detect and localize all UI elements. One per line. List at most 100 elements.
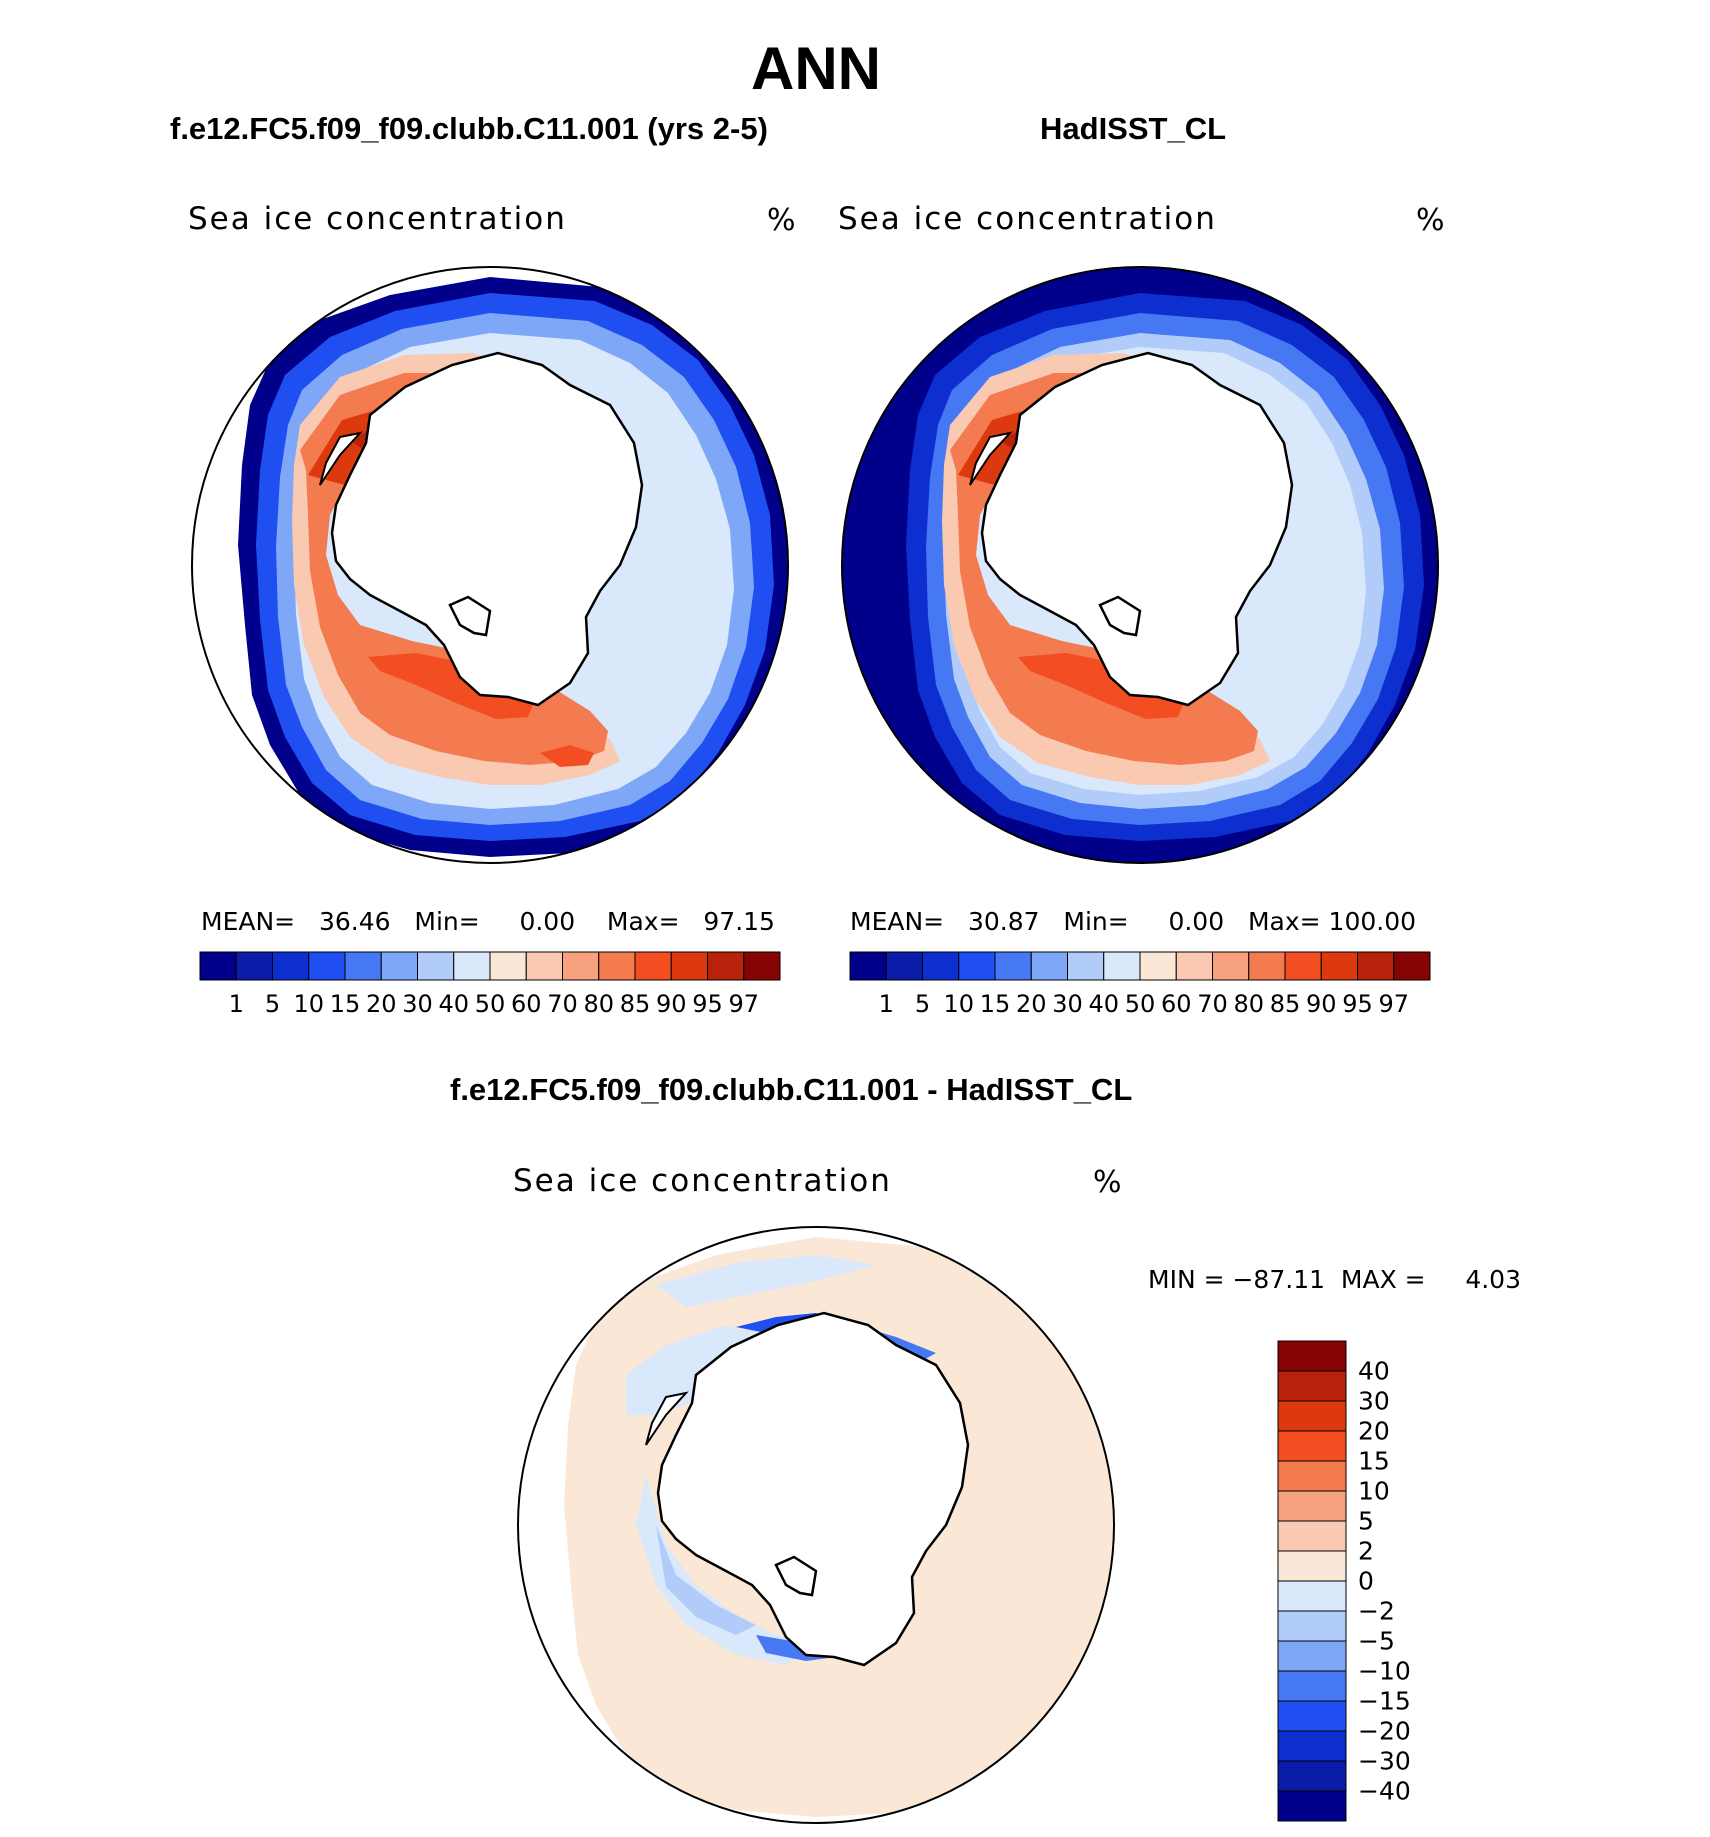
colorbar-swatch: [1277, 1340, 1347, 1372]
right-var-label: Sea ice concentration: [838, 201, 1217, 237]
right-case-title: HadISST_CL: [1040, 111, 1227, 146]
colorbar-swatch: [1212, 951, 1250, 981]
colorbar-swatch: [1248, 951, 1286, 981]
colorbar-swatch: [1277, 1760, 1347, 1792]
colorbar-swatch: [1277, 1640, 1347, 1672]
right-unit-label: %: [1416, 203, 1445, 238]
colorbar-tick-label: 95: [692, 990, 723, 1018]
left-case-title: f.e12.FC5.f09_f09.clubb.C11.001 (yrs 2-5…: [170, 111, 768, 146]
colorbar-swatch: [344, 951, 382, 981]
colorbar-swatch: [380, 951, 418, 981]
colorbar-tick-label: 30: [402, 990, 433, 1018]
colorbar-tick-label: 50: [1124, 990, 1156, 1018]
left-stats: MEAN= 36.46 Min= 0.00 Max= 97.15: [201, 907, 775, 936]
diff-minmax: MIN = −87.11 MAX = 4.03: [1148, 1265, 1521, 1294]
colorbar-swatch: [1357, 951, 1395, 981]
colorbar-tick-label: 80: [1233, 990, 1265, 1018]
colorbar-swatch: [199, 951, 237, 981]
colorbar-tick-label: 20: [365, 990, 397, 1018]
colorbar-tick-label: −2: [1358, 1596, 1395, 1626]
left-colorbar-ticks: 1 5 10 15 20 30 40 50 60 70 80 85 90 95 97: [200, 990, 780, 1020]
colorbar-tick-label: 15: [329, 990, 361, 1018]
colorbar-tick-label: −30: [1358, 1746, 1411, 1776]
colorbar-swatch: [1277, 1790, 1347, 1822]
colorbar-swatch: [1277, 1490, 1347, 1522]
colorbar-swatch: [1175, 951, 1213, 981]
colorbar-swatch: [1030, 951, 1068, 981]
colorbar-tick-label: 60: [1160, 990, 1192, 1018]
colorbar-swatch: [1103, 951, 1141, 981]
colorbar-tick-label: 40: [1358, 1356, 1390, 1386]
colorbar-tick-label: 70: [547, 990, 578, 1018]
colorbar-swatch: [562, 951, 600, 981]
colorbar-swatch: [1393, 951, 1431, 981]
colorbar-swatch: [1277, 1550, 1347, 1582]
diff-colorbar-ticks: 40 30 20 15 10 5 2 0 −2 −5 −10 −15 −20 −30 −40: [1358, 1341, 1418, 1821]
colorbar-swatch: [1277, 1700, 1347, 1732]
colorbar-swatch: [272, 951, 310, 981]
colorbar-swatch: [1277, 1610, 1347, 1642]
colorbar-swatch: [1277, 1400, 1347, 1432]
diff-case-title: f.e12.FC5.f09_f09.clubb.C11.001 - HadISS…: [450, 1072, 1133, 1107]
left-colorbar: [199, 951, 781, 981]
left-polar-map: [191, 266, 789, 864]
colorbar-tick-label: 10: [943, 990, 975, 1018]
colorbar-tick-label: 40: [1088, 990, 1120, 1018]
colorbar-swatch: [598, 951, 636, 981]
colorbar-tick-label: 20: [1358, 1416, 1390, 1446]
colorbar-swatch: [670, 951, 708, 981]
colorbar-tick-label: 2: [1358, 1536, 1374, 1566]
colorbar-swatch: [1277, 1670, 1347, 1702]
colorbar-swatch: [1277, 1730, 1347, 1762]
colorbar-swatch: [994, 951, 1032, 981]
diff-unit-label: %: [1093, 1165, 1122, 1200]
diff-var-label: Sea ice concentration: [513, 1163, 892, 1199]
colorbar-swatch: [1284, 951, 1322, 981]
colorbar-swatch: [417, 951, 455, 981]
right-colorbar-ticks: 1 5 10 15 20 30 40 50 60 70 80 85 90 95 97: [850, 990, 1430, 1020]
colorbar-swatch: [525, 951, 563, 981]
colorbar-tick-label: 10: [1358, 1476, 1390, 1506]
colorbar-tick-label: −40: [1358, 1776, 1411, 1806]
right-polar-map: [841, 266, 1439, 864]
colorbar-swatch: [453, 951, 491, 981]
colorbar-tick-label: 30: [1052, 990, 1083, 1018]
colorbar-tick-label: 5: [264, 990, 281, 1018]
colorbar-swatch: [235, 951, 273, 981]
colorbar-tick-label: 10: [293, 990, 325, 1018]
figure-title: ANN: [751, 35, 881, 102]
colorbar-swatch: [885, 951, 923, 981]
colorbar-swatch: [1139, 951, 1177, 981]
colorbar-tick-label: 50: [474, 990, 506, 1018]
colorbar-tick-label: 85: [1269, 990, 1301, 1018]
colorbar-tick-label: 40: [438, 990, 470, 1018]
left-var-label: Sea ice concentration: [188, 201, 567, 237]
colorbar-swatch: [1277, 1520, 1347, 1552]
colorbar-swatch: [308, 951, 346, 981]
colorbar-tick-label: 0: [1358, 1566, 1374, 1596]
colorbar-tick-label: −20: [1358, 1716, 1411, 1746]
colorbar-tick-label: 85: [619, 990, 651, 1018]
diff-colorbar: [1277, 1340, 1347, 1822]
colorbar-tick-label: 30: [1358, 1386, 1390, 1416]
colorbar-tick-label: 90: [1305, 990, 1337, 1018]
colorbar-tick-label: 97: [1378, 990, 1410, 1018]
colorbar-swatch: [743, 951, 781, 981]
colorbar-tick-label: −10: [1358, 1656, 1411, 1686]
colorbar-swatch: [1067, 951, 1105, 981]
colorbar-swatch: [849, 951, 887, 981]
colorbar-tick-label: 15: [1358, 1446, 1390, 1476]
colorbar-swatch: [1277, 1430, 1347, 1462]
colorbar-tick-label: 20: [1015, 990, 1047, 1018]
colorbar-swatch: [1277, 1580, 1347, 1612]
colorbar-swatch: [707, 951, 745, 981]
colorbar-tick-label: −15: [1358, 1686, 1411, 1716]
diff-polar-map: [517, 1226, 1115, 1824]
colorbar-swatch: [489, 951, 527, 981]
colorbar-tick-label: 60: [510, 990, 542, 1018]
colorbar-tick-label: 97: [728, 990, 760, 1018]
colorbar-tick-label: 15: [979, 990, 1011, 1018]
colorbar-tick-label: 70: [1197, 990, 1228, 1018]
colorbar-swatch: [958, 951, 996, 981]
colorbar-swatch: [1320, 951, 1358, 981]
